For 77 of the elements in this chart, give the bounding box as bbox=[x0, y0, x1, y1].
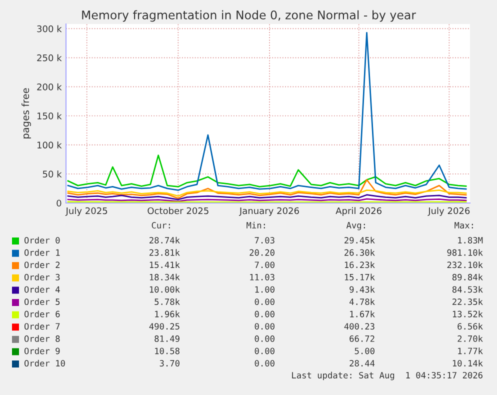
text: 0.00 bbox=[254, 335, 274, 342]
x-tick-label: July 2025 bbox=[65, 207, 108, 216]
text: 28.74k bbox=[150, 236, 180, 244]
x-tick-label: April 2026 bbox=[336, 207, 382, 216]
line-series bbox=[67, 179, 467, 200]
text: Last update: Sat Aug 1 04:35:17 2026 bbox=[292, 372, 482, 380]
y-tick-label: 250 k bbox=[37, 54, 62, 62]
y-tick-label: 100 k bbox=[37, 141, 62, 148]
text: 11.03 bbox=[250, 274, 274, 280]
text: 66.72 bbox=[350, 335, 374, 342]
x-tick-label: January 2026 bbox=[238, 207, 299, 216]
text: 2.70k bbox=[458, 335, 483, 342]
text: 26.30k bbox=[344, 249, 375, 256]
legend-label: Order 10 bbox=[24, 360, 65, 367]
text: 6.56k bbox=[458, 322, 483, 330]
text: 1.83M bbox=[458, 237, 483, 244]
text: 29.45k bbox=[344, 236, 375, 244]
y-tick-label: 0 bbox=[56, 200, 62, 207]
legend-label: Order 6 bbox=[24, 310, 60, 318]
legend-label: Order 2 bbox=[24, 261, 60, 268]
text: 4.78k bbox=[350, 298, 375, 306]
text: 16.23k bbox=[344, 261, 375, 268]
text: 10.14k bbox=[452, 360, 483, 367]
legend-label: Order 5 bbox=[24, 298, 60, 306]
legend-label: Order 3 bbox=[24, 274, 60, 280]
text: 490.25 bbox=[149, 323, 180, 330]
text: 0.00 bbox=[254, 310, 274, 318]
text: 23.81k bbox=[150, 249, 180, 256]
legend-label: Order 0 bbox=[24, 236, 60, 244]
legend-label: Order 1 bbox=[24, 249, 60, 256]
chart-title: Memory fragmentation in Node 0, zone Normal - by year bbox=[82, 10, 416, 22]
line-series bbox=[67, 32, 467, 191]
legend-label: Order 9 bbox=[24, 348, 60, 354]
legend-label: Order 4 bbox=[24, 286, 60, 293]
text: Min: bbox=[246, 222, 265, 228]
text: 3.70 bbox=[160, 360, 180, 367]
legend-label: Order 7 bbox=[24, 322, 60, 330]
text: Max: bbox=[454, 222, 473, 229]
text: 1.67k bbox=[350, 310, 375, 318]
text: 981.10k bbox=[447, 249, 483, 256]
text: 0.00 bbox=[254, 360, 274, 367]
text: 1.96k bbox=[155, 310, 180, 318]
text: 20.20 bbox=[250, 249, 274, 256]
y-tick-label: 50 k bbox=[42, 170, 62, 178]
text: 1.77k bbox=[458, 348, 483, 354]
legend-label: Order 8 bbox=[24, 335, 60, 342]
text: 5.00 bbox=[354, 348, 374, 354]
text: 18.34k bbox=[150, 274, 180, 280]
text: 89.84k bbox=[452, 274, 483, 280]
text: 22.35k bbox=[452, 298, 483, 306]
text: 10.58 bbox=[155, 348, 180, 354]
text: Cur: bbox=[152, 222, 170, 229]
y-tick-label: 300 k bbox=[37, 25, 62, 32]
text: 0.00 bbox=[254, 323, 274, 330]
x-tick-label: October 2025 bbox=[148, 207, 208, 214]
text: 400.23 bbox=[344, 323, 374, 330]
text: 84.53k bbox=[452, 286, 483, 293]
text: 7.00 bbox=[254, 262, 274, 268]
line-series bbox=[67, 154, 467, 188]
text: 15.41k bbox=[150, 261, 180, 268]
text: 15.17k bbox=[344, 274, 375, 280]
text: 0.00 bbox=[254, 298, 274, 306]
text: 28.44 bbox=[350, 360, 375, 367]
x-tick-label: July 2026 bbox=[428, 207, 470, 216]
text: 10.00k bbox=[150, 286, 180, 293]
text: 5.78k bbox=[154, 298, 180, 306]
text: 9.43k bbox=[350, 286, 375, 293]
text: 232.10k bbox=[447, 261, 483, 268]
y-tick-label: 150 k bbox=[37, 112, 62, 120]
text: Avg: bbox=[346, 222, 365, 230]
text: 81.49 bbox=[154, 335, 180, 342]
y-tick-label: 200 k bbox=[37, 83, 62, 90]
text: 13.52k bbox=[452, 310, 483, 318]
y-axis-title: pages free bbox=[22, 88, 31, 138]
text: 0.00 bbox=[254, 348, 274, 354]
text: 7.03 bbox=[254, 237, 274, 244]
text: 1.00 bbox=[255, 286, 274, 293]
